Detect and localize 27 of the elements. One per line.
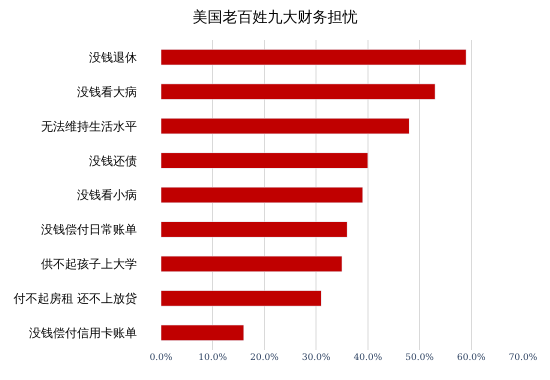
bar bbox=[161, 324, 244, 341]
x-tick-label: 50.0% bbox=[405, 353, 434, 363]
x-tick-label: 40.0% bbox=[354, 353, 383, 363]
bar bbox=[161, 152, 368, 169]
bar bbox=[161, 118, 410, 134]
bar bbox=[161, 49, 466, 66]
y-tick-label: 没钱偿付信用卡账单 bbox=[29, 326, 160, 340]
x-tick-label: 10.0% bbox=[198, 353, 228, 363]
y-tick-label: 无法维持生活水平 bbox=[41, 119, 160, 134]
bar bbox=[161, 187, 363, 203]
x-tick-label: 0.0% bbox=[150, 353, 173, 363]
x-tick-label: 60.0% bbox=[456, 353, 486, 363]
y-tick-label: 没钱偿付日常账单 bbox=[41, 222, 160, 237]
y-tick-label: 付不起房租 还不上放贷 bbox=[12, 292, 160, 306]
y-tick-label: 没钱看小病 bbox=[77, 188, 160, 202]
x-tick-label: 20.0% bbox=[250, 353, 280, 363]
y-tick-label: 供不起孩子上大学 bbox=[41, 257, 160, 272]
bar bbox=[161, 84, 436, 100]
y-tick-label: 没钱看大病 bbox=[77, 84, 160, 99]
chart-title: 美国老百姓九大财务担忧 bbox=[192, 8, 358, 26]
y-tick-label: 没钱退休 bbox=[89, 50, 160, 64]
bar bbox=[161, 221, 348, 238]
y-tick-label: 没钱还债 bbox=[89, 154, 160, 168]
bar bbox=[161, 256, 342, 272]
x-tick-label: 70.0% bbox=[508, 353, 538, 363]
bar bbox=[161, 290, 322, 306]
x-tick-label: 30.0% bbox=[302, 353, 331, 363]
